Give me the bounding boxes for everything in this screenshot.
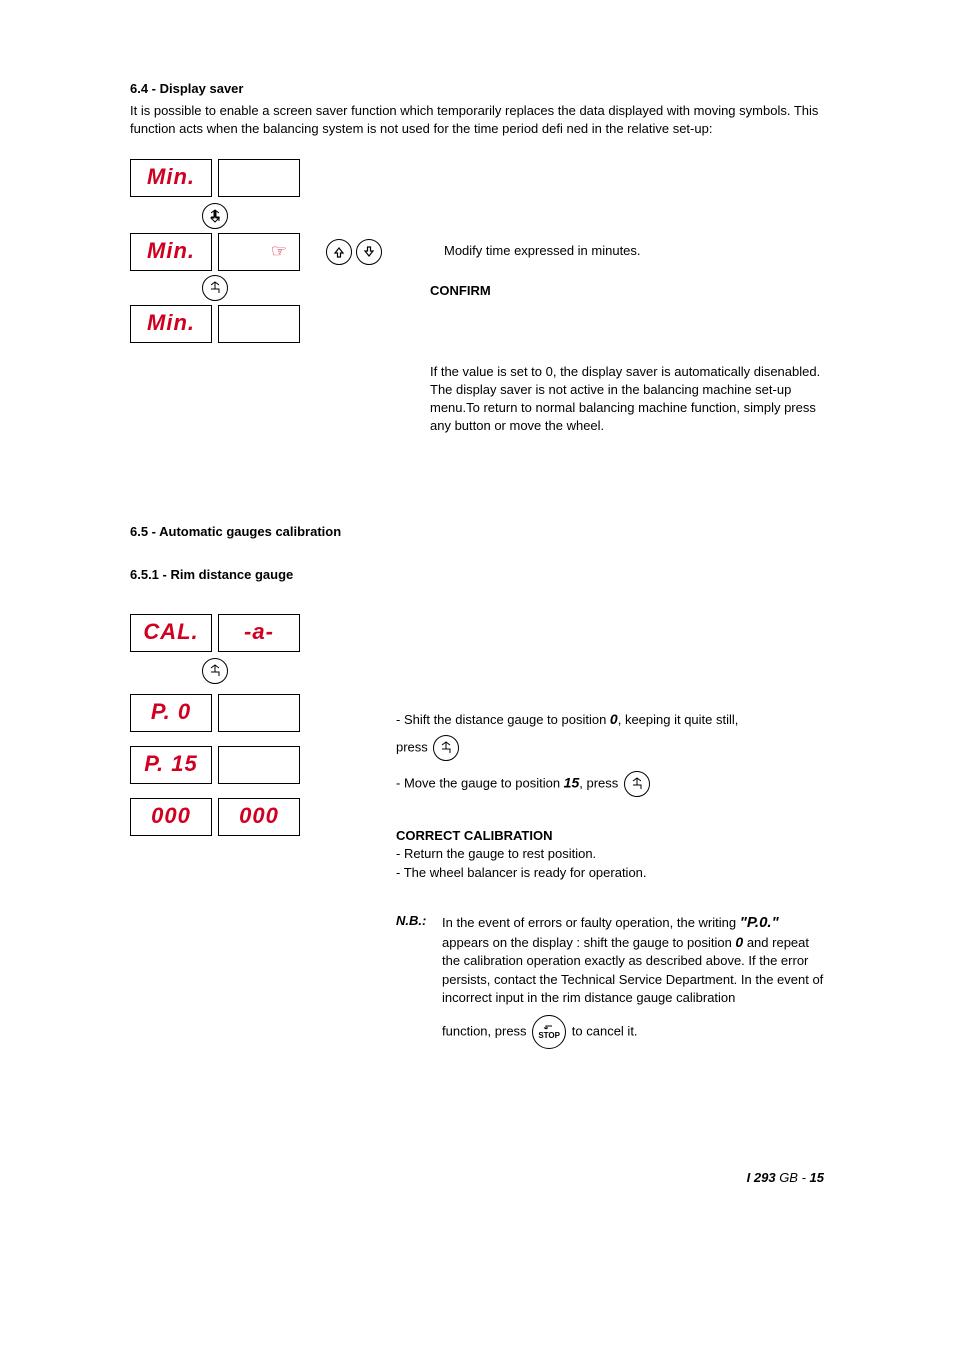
move-text-b: , press <box>579 776 618 791</box>
section-6-4-title: 6.4 - Display saver <box>130 80 824 98</box>
shift-text-a: - Shift the distance gauge to position <box>396 712 610 727</box>
hand-icon: ☞ <box>271 239 287 264</box>
display-saver-diagram: Min. Min. ☞ Modify time expressed in min… <box>130 159 824 343</box>
return-gauge-text: - Return the gauge to rest position. <box>396 845 824 863</box>
footer-gb: GB - <box>776 1170 810 1185</box>
enter-icon-inline-1 <box>433 735 459 761</box>
ready-text: - The wheel balancer is ready for operat… <box>396 864 824 882</box>
nb-cancel: to cancel it. <box>572 1023 638 1038</box>
correct-calibration-label: CORRECT CALIBRATION <box>396 827 824 845</box>
display-left-1: Min. <box>130 159 212 197</box>
nb-text-b: appears on the display : shift the gauge… <box>442 935 735 950</box>
nb-label: N.B.: <box>396 913 426 928</box>
page-footer: I 293 GB - 15 <box>130 1169 824 1187</box>
seg-cal: CAL. <box>143 617 198 648</box>
disp-p0: P. 0 <box>130 694 212 732</box>
seg-p0: P. 0 <box>151 697 191 728</box>
shift-text-b: , keeping it quite still, <box>618 712 739 727</box>
seg-a: -a- <box>244 617 274 648</box>
modify-time-text: Modify time expressed in minutes. <box>444 242 824 260</box>
display-right-2: ☞ <box>218 233 300 271</box>
shift-line: - Shift the distance gauge to position 0… <box>396 710 824 730</box>
shift-zero: 0 <box>610 711 618 727</box>
stop-text: STOP <box>538 1032 560 1040</box>
nb-block: N.B.: In the event of errors or faulty o… <box>396 912 824 1049</box>
nb-p0: "P.0." <box>740 914 779 931</box>
confirm-label: CONFIRM <box>430 282 824 300</box>
calibration-diagram: CAL. -a- P. 0 P. 15 000 000 <box>130 614 306 842</box>
display-right-3-empty <box>218 305 300 343</box>
disp-p15-right <box>218 746 300 784</box>
display-left-3: Min. <box>130 305 212 343</box>
footer-model: I 293 <box>747 1170 776 1185</box>
press-line: press <box>396 735 824 761</box>
section-6-5-1-title: 6.5.1 - Rim distance gauge <box>130 566 824 584</box>
move-text-a: - Move the gauge to position <box>396 776 564 791</box>
display-left-2: Min. <box>130 233 212 271</box>
section-6-4-para: It is possible to enable a screen saver … <box>130 102 824 138</box>
enter-icon-2 <box>202 275 228 301</box>
enter-icon <box>202 203 228 229</box>
seg-000b: 000 <box>239 801 279 832</box>
seg-p15: P. 15 <box>144 749 198 780</box>
disp-a: -a- <box>218 614 300 652</box>
disp-p0-right <box>218 694 300 732</box>
seg-min-3: Min. <box>147 308 195 339</box>
section-6-5-title: 6.5 - Automatic gauges calibration <box>130 523 824 541</box>
enter-icon-3 <box>202 658 228 684</box>
disp-p15: P. 15 <box>130 746 212 784</box>
nb-func: function, press <box>442 1023 530 1038</box>
up-arrow-icon <box>326 239 352 265</box>
footer-page: 15 <box>810 1170 824 1185</box>
down-arrow-icon <box>356 239 382 265</box>
display-saver-note: If the value is set to 0, the display sa… <box>430 363 824 436</box>
press-text: press <box>396 740 428 755</box>
enter-icon-inline-2 <box>624 771 650 797</box>
stop-icon: STOP <box>532 1015 566 1049</box>
seg-min-1: Min. <box>147 162 195 193</box>
disp-000b: 000 <box>218 798 300 836</box>
disp-000a: 000 <box>130 798 212 836</box>
nb-text-a: In the event of errors or faulty operati… <box>442 915 740 930</box>
seg-000a: 000 <box>151 801 191 832</box>
disp-cal: CAL. <box>130 614 212 652</box>
display-right-1-empty <box>218 159 300 197</box>
move-line: - Move the gauge to position 15, press <box>396 771 824 797</box>
move-15: 15 <box>564 775 580 791</box>
seg-min-2: Min. <box>147 236 195 267</box>
